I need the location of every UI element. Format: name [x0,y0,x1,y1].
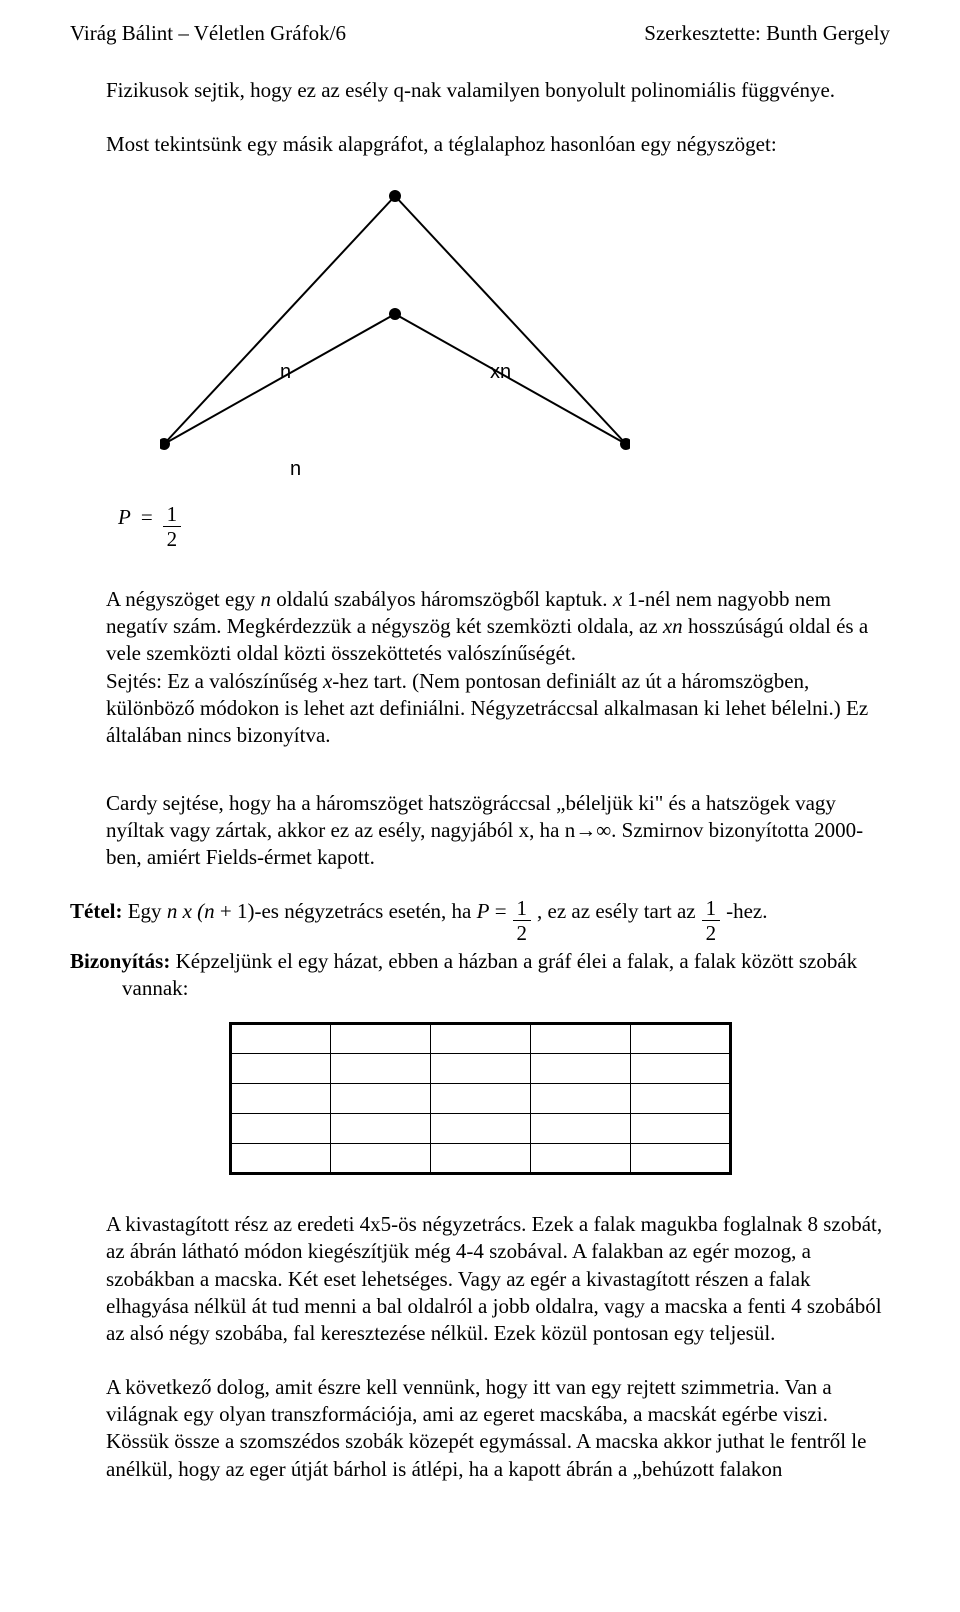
header-left: Virág Bálint – Véletlen Gráfok/6 [70,20,346,47]
p-eq-sign: = [141,504,153,531]
grid-row [230,1114,730,1144]
para-3: A négyszöget egy n oldalú szabályos háro… [106,586,890,750]
p-var: P [118,504,131,531]
tetel-frac2-den: 2 [706,921,717,944]
grid-row [230,1084,730,1114]
p3-a: A négyszöget egy [106,587,261,611]
tetel-P: P [477,899,490,923]
header-right: Szerkesztette: Bunth Gergely [644,20,890,47]
p3-b: oldalú szabályos háromszögből kaptuk. [271,587,613,611]
label-right-xn: xn [490,359,511,385]
para-5: A kivastagított rész az eredeti 4x5-ös n… [106,1211,890,1347]
p-frac-num: 1 [163,504,182,527]
tetel-s1: Egy [122,899,166,923]
grid-row [230,1144,730,1174]
p-frac-den: 2 [167,527,178,550]
tetel-frac2: 1 2 [702,898,721,944]
tetel-s2: + 1)-es négyzetrács esetén, ha [215,899,477,923]
p3-e: Sejtés: Ez a valószínűség [106,669,323,693]
p3-x: x [613,587,622,611]
proof-block: Bizonyítás: Képzeljünk el egy házat, ebb… [70,948,890,1003]
para-4: Cardy sejtése, hogy ha a háromszöget hat… [106,790,890,872]
biz-text2: vannak: [70,975,890,1002]
tetel-paren: (n [192,899,215,923]
p3-xn: xn [663,614,683,638]
tetel-label: Tétel: [70,899,122,923]
label-left-n: n [280,359,291,385]
theorem-line: Tétel: Egy n x (n + 1)-es négyzetrács es… [70,898,890,944]
para-6: A következő dolog, amit észre kell vennü… [106,1374,890,1483]
triangle-edge-right [395,196,626,444]
tetel-s4: -hez. [726,898,767,925]
tetel-frac2-num: 1 [702,898,721,921]
biz-label: Bizonyítás: [70,949,170,973]
vertex-mid [389,308,401,320]
para-1: Fizikusok sejtik, hogy ez az esély q-nak… [106,77,890,104]
tetel-eq: = [489,899,506,923]
p3-x2: x [323,669,332,693]
vertex-apex [389,190,401,202]
p-equation: P = 1 2 [118,504,890,550]
p-frac: 1 2 [163,504,182,550]
grid-row [230,1024,730,1054]
triangle-svg [160,184,630,474]
p3-n: n [261,587,272,611]
tetel-frac1-num: 1 [513,898,532,921]
tetel-nx: n x [167,899,192,923]
tetel-s3: , ez az esély tart az [537,898,696,925]
triangle-edge-left [164,196,395,444]
para-1-text: Fizikusok sejtik, hogy ez az esély q-nak… [106,78,835,102]
label-bottom-n: n [290,456,301,482]
tetel-frac1: 1 2 [513,898,532,944]
para-2: Most tekintsünk egy másik alapgráfot, a … [106,131,890,158]
grid-table [229,1022,732,1175]
para-4-text: Cardy sejtése, hogy ha a háromszöget hat… [106,791,863,870]
biz-text1: Képzeljünk el egy házat, ebben a házban … [170,949,857,973]
tetel-frac1-den: 2 [517,921,528,944]
grid-row [230,1054,730,1084]
triangle-figure: n xn n [160,184,630,484]
